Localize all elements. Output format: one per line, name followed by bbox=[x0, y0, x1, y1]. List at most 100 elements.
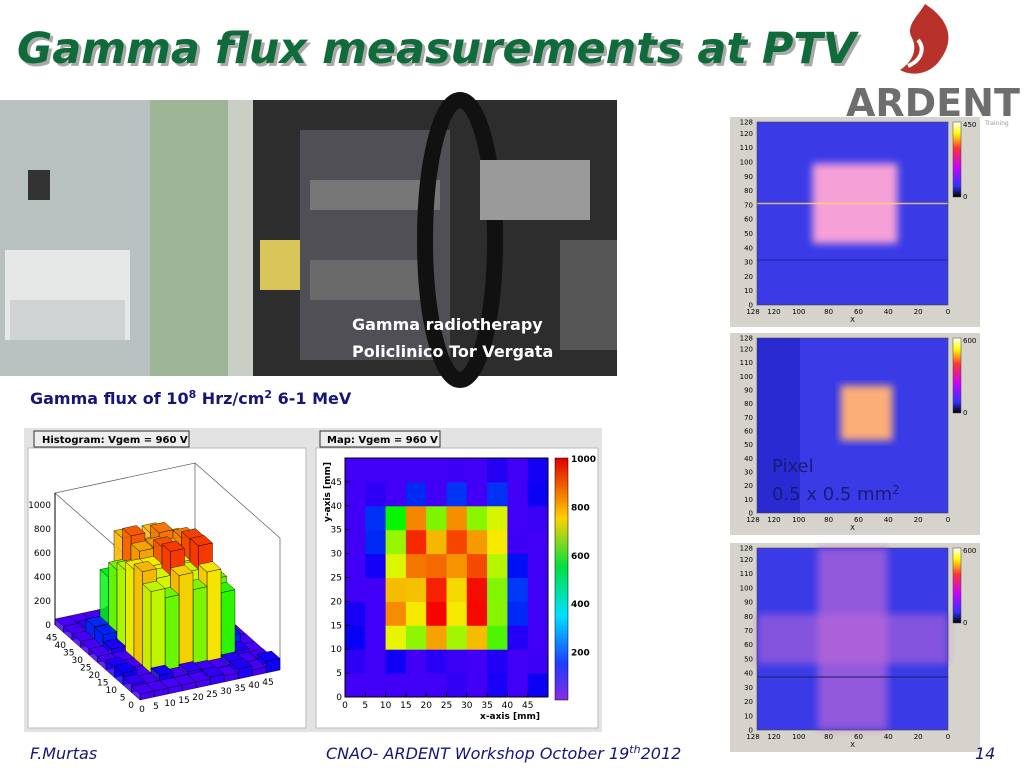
map-cell bbox=[426, 529, 447, 555]
map-y-tick-label: 25 bbox=[331, 574, 342, 584]
map-cell bbox=[345, 577, 366, 602]
map-cell bbox=[507, 673, 529, 698]
panel-scale-max: 600 bbox=[963, 547, 976, 555]
map-cell bbox=[405, 649, 427, 674]
lego-bar-top bbox=[131, 683, 155, 695]
map-cell bbox=[446, 458, 468, 483]
panel-y-tick-label: 30 bbox=[744, 468, 753, 476]
lego-bar-top bbox=[122, 525, 146, 537]
panel-x-tick-label: 40 bbox=[884, 733, 893, 741]
map-cell bbox=[385, 553, 407, 578]
footer-event: CNAO- ARDENT Workshop October 19th2012 bbox=[326, 743, 681, 763]
panel-x-tick-label: 120 bbox=[767, 733, 780, 741]
map-cell bbox=[385, 481, 407, 507]
map-cell bbox=[527, 529, 549, 555]
map-cell bbox=[405, 673, 427, 698]
lego-bar-top bbox=[178, 661, 202, 673]
panel-y-tick-label: 60 bbox=[744, 641, 753, 649]
map-cell bbox=[426, 673, 447, 698]
map-cell bbox=[426, 649, 447, 674]
panel-x-tick-label: 20 bbox=[914, 516, 923, 524]
panel-axes bbox=[756, 121, 949, 306]
lego-bar-top bbox=[201, 666, 225, 678]
map-x-tick-label: 30 bbox=[461, 701, 473, 711]
map-colorbar-label: 800 bbox=[571, 503, 590, 513]
map-cell bbox=[446, 577, 468, 602]
panel-y-tick-label: 60 bbox=[744, 427, 753, 435]
map-cell bbox=[446, 601, 468, 626]
lego-x-tick-label: 15 bbox=[178, 696, 189, 706]
map-cell bbox=[345, 458, 366, 483]
logo-subtext: Training bbox=[984, 120, 1009, 127]
lego-bar-side bbox=[164, 594, 180, 677]
lego-bar-top bbox=[189, 535, 213, 547]
map-cell bbox=[405, 529, 427, 555]
panel-colorbar bbox=[952, 121, 962, 198]
panel-y-tick-label: 128 bbox=[740, 545, 753, 553]
map-colorbar-label: 400 bbox=[571, 600, 590, 610]
map-cell bbox=[507, 625, 529, 650]
map-cell bbox=[426, 601, 447, 626]
lego-y-tick-label: 10 bbox=[106, 686, 118, 696]
lego-y-tick-label: 40 bbox=[55, 641, 67, 651]
panel-x-label: X bbox=[850, 316, 855, 324]
flux-exponent: 8 bbox=[189, 388, 197, 401]
map-cell bbox=[466, 505, 488, 531]
panel-x-tick-label: 120 bbox=[767, 516, 780, 524]
map-cell bbox=[466, 577, 488, 602]
map-x-tick-label: 25 bbox=[441, 701, 452, 711]
lego-bar-top bbox=[102, 638, 126, 650]
panel-scale-min: 0 bbox=[963, 193, 967, 201]
panel-y-tick-label: 70 bbox=[744, 627, 753, 635]
map-x-tick-label: 35 bbox=[481, 701, 492, 711]
map-cell bbox=[527, 577, 549, 602]
lego-bar-top bbox=[130, 540, 154, 552]
lego-bar-side bbox=[192, 586, 208, 671]
map-cell bbox=[385, 458, 407, 483]
lego-bar-top bbox=[150, 664, 174, 676]
panel-y-tick-label: 40 bbox=[744, 670, 753, 678]
panel-y-tick-label: 70 bbox=[744, 201, 753, 209]
flux-energy: 6-1 MeV bbox=[272, 389, 352, 408]
map-cell bbox=[446, 529, 468, 555]
map-cell bbox=[487, 505, 508, 531]
lego-bar-top bbox=[198, 561, 222, 573]
map-cell bbox=[466, 481, 488, 507]
panel-x-tick-label: 0 bbox=[946, 733, 950, 741]
lego-bar-side bbox=[125, 561, 135, 665]
beam-band bbox=[757, 614, 948, 664]
panel-y-tick-label: 100 bbox=[740, 159, 753, 167]
beam-spot bbox=[840, 385, 893, 441]
map-cell bbox=[345, 529, 366, 555]
lego-x-tick-label: 45 bbox=[262, 678, 273, 688]
lego-bar-top bbox=[122, 673, 146, 685]
map-cell bbox=[345, 481, 366, 507]
panel-x-tick-label: 20 bbox=[914, 733, 923, 741]
map-cell bbox=[507, 553, 529, 578]
panel-y-tick-label: 120 bbox=[740, 345, 753, 353]
panel-y-tick-label: 128 bbox=[740, 119, 753, 127]
map-cell bbox=[365, 577, 387, 602]
map-x-tick-label: 0 bbox=[342, 701, 348, 711]
footer-year: 2012 bbox=[641, 744, 682, 763]
panel-y-tick-label: 120 bbox=[740, 556, 753, 564]
panel-x-tick-label: 0 bbox=[946, 516, 950, 524]
map-x-label: x-axis [mm] bbox=[480, 712, 540, 722]
panel-y-tick-label: 20 bbox=[744, 698, 753, 706]
map-cell bbox=[507, 649, 529, 674]
lego-z-tick-label: 600 bbox=[34, 549, 51, 559]
flux-unit-exponent: 2 bbox=[264, 388, 272, 401]
map-x-tick-label: 10 bbox=[380, 701, 392, 711]
panel-y-tick-label: 20 bbox=[744, 482, 753, 490]
histogram-title: Histogram: Vgem = 960 V bbox=[42, 435, 188, 446]
map-cell bbox=[426, 577, 447, 602]
map-cell bbox=[365, 481, 387, 507]
map-cell bbox=[365, 625, 387, 650]
map-colorbar-label: 600 bbox=[571, 552, 590, 562]
panel-x-tick-label: 40 bbox=[884, 516, 893, 524]
lego-z-tick-label: 1000 bbox=[28, 501, 51, 511]
map-cell bbox=[466, 458, 488, 483]
panel-y-tick-label: 110 bbox=[740, 144, 753, 152]
